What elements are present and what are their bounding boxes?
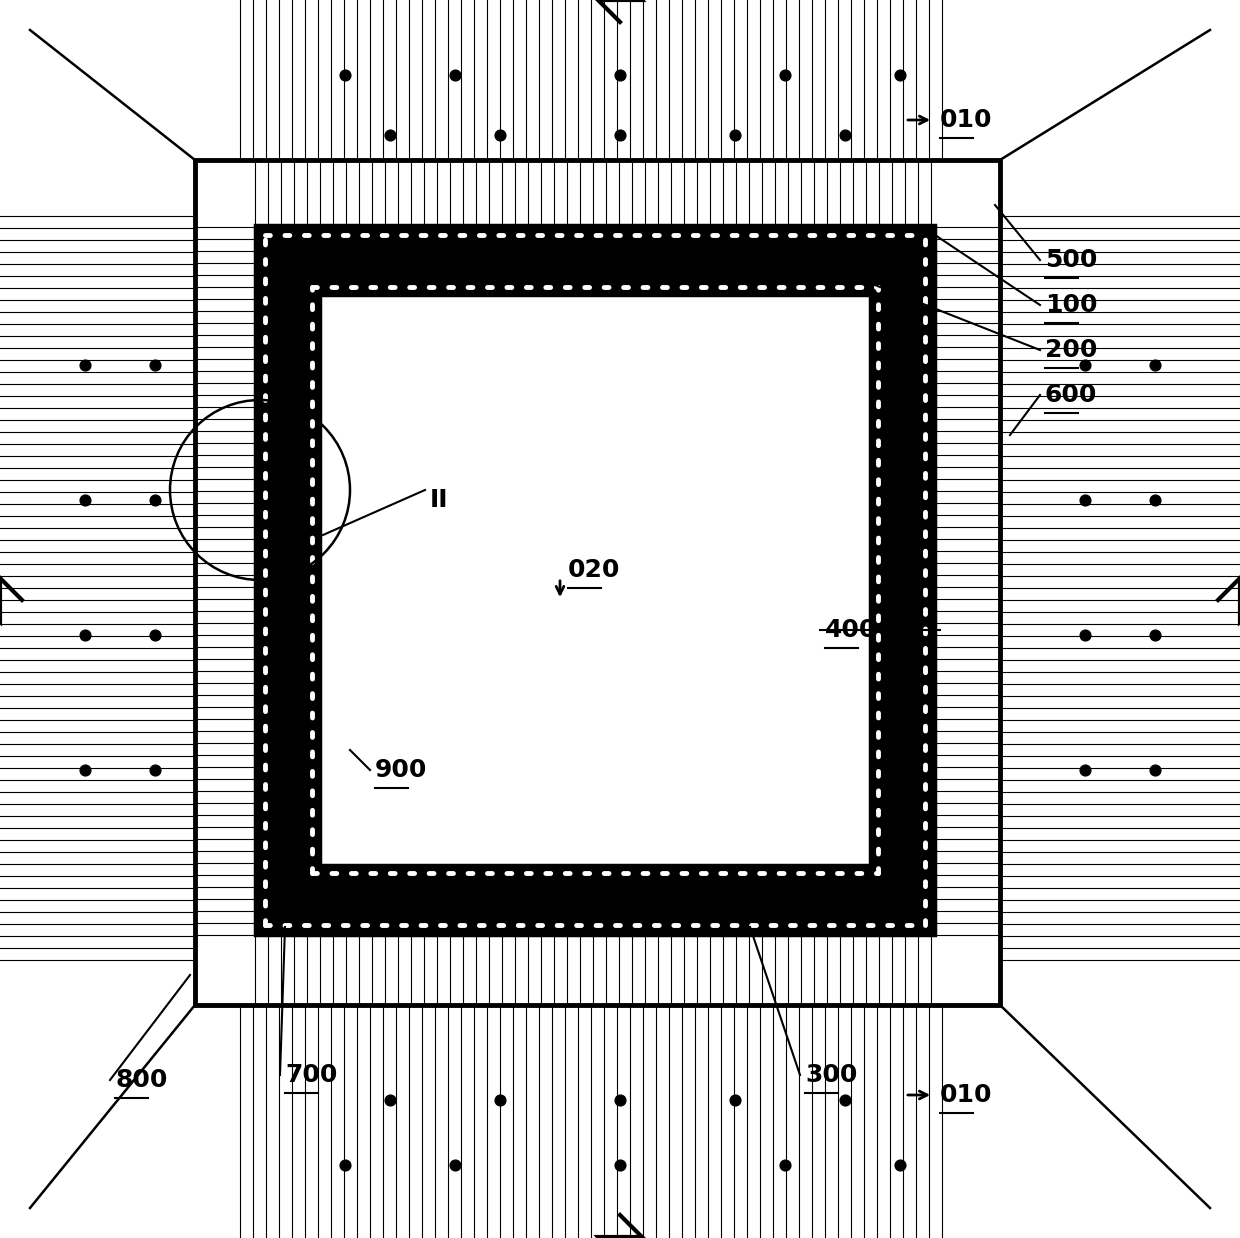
Point <box>76 760 95 780</box>
Text: 010: 010 <box>940 1083 992 1107</box>
Point <box>893 605 913 625</box>
Point <box>1145 355 1164 375</box>
Point <box>775 1155 795 1175</box>
Point <box>890 66 910 85</box>
Point <box>381 125 401 145</box>
Point <box>725 125 745 145</box>
Text: 400: 400 <box>825 618 878 643</box>
Text: II: II <box>430 488 449 513</box>
Point <box>145 760 165 780</box>
Bar <box>255 225 935 935</box>
Point <box>725 250 745 270</box>
Point <box>893 490 913 510</box>
Point <box>1075 625 1095 645</box>
Bar <box>320 295 870 865</box>
Point <box>1145 490 1164 510</box>
Point <box>1145 625 1164 645</box>
Point <box>490 250 510 270</box>
Point <box>76 625 95 645</box>
Point <box>145 490 165 510</box>
Point <box>893 721 913 740</box>
Point <box>835 250 854 270</box>
Text: 020: 020 <box>568 558 620 582</box>
Point <box>490 125 510 145</box>
Point <box>490 890 510 910</box>
Point <box>277 721 296 740</box>
Point <box>445 66 465 85</box>
Point <box>335 1155 355 1175</box>
Text: 800: 800 <box>115 1068 167 1092</box>
Text: 500: 500 <box>1045 248 1097 272</box>
Point <box>277 375 296 395</box>
Point <box>277 605 296 625</box>
Point <box>610 250 630 270</box>
Text: 600: 600 <box>1045 383 1097 407</box>
Point <box>610 1155 630 1175</box>
Text: 010: 010 <box>940 108 992 132</box>
Point <box>1075 490 1095 510</box>
Point <box>145 625 165 645</box>
Text: 200: 200 <box>1045 338 1097 361</box>
Point <box>1075 760 1095 780</box>
Point <box>145 355 165 375</box>
Point <box>277 490 296 510</box>
Point <box>893 260 913 280</box>
Point <box>490 1091 510 1110</box>
Point <box>835 125 854 145</box>
Point <box>445 1155 465 1175</box>
Point <box>277 260 296 280</box>
Point <box>610 1091 630 1110</box>
Point <box>610 890 630 910</box>
Bar <box>195 160 999 1005</box>
Point <box>76 490 95 510</box>
Point <box>835 890 854 910</box>
Point <box>775 66 795 85</box>
Text: 900: 900 <box>374 758 428 782</box>
Point <box>381 1091 401 1110</box>
Point <box>725 1091 745 1110</box>
Point <box>893 375 913 395</box>
Point <box>381 250 401 270</box>
Text: 300: 300 <box>805 1063 857 1087</box>
Text: 700: 700 <box>285 1063 337 1087</box>
Point <box>381 890 401 910</box>
Point <box>1145 760 1164 780</box>
Point <box>610 66 630 85</box>
Point <box>610 125 630 145</box>
Point <box>1075 355 1095 375</box>
Point <box>835 1091 854 1110</box>
Point <box>335 66 355 85</box>
Point <box>277 836 296 855</box>
Point <box>893 836 913 855</box>
Point <box>890 1155 910 1175</box>
Point <box>76 355 95 375</box>
Point <box>725 890 745 910</box>
Text: 100: 100 <box>1045 293 1097 317</box>
